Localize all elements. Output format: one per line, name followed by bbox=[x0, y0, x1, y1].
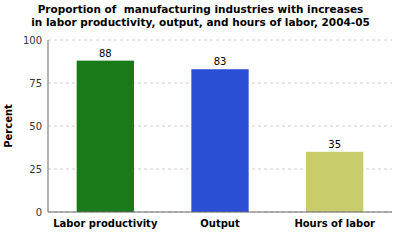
bar bbox=[191, 69, 248, 212]
chart-container: Proportion of manufacturing industries w… bbox=[0, 0, 401, 238]
y-tick-label: 75 bbox=[29, 78, 42, 89]
y-tick-label: 0 bbox=[36, 207, 42, 218]
y-axis-label: Percent bbox=[3, 104, 14, 148]
title: Proportion of manufacturing industries w… bbox=[31, 3, 370, 28]
y-tick-label: 25 bbox=[29, 164, 42, 175]
x-tick-label: Hours of labor bbox=[294, 218, 375, 229]
y-tick-label: 50 bbox=[29, 121, 42, 132]
chart: Proportion of manufacturing industries w… bbox=[0, 0, 401, 238]
title-line: Proportion of manufacturing industries w… bbox=[38, 3, 364, 15]
grid-line bbox=[48, 40, 392, 41]
title-line: in labor productivity, output, and hours… bbox=[31, 16, 370, 28]
y-tick-label: 100 bbox=[23, 35, 42, 46]
data-label: 88 bbox=[99, 48, 112, 59]
x-axis-line bbox=[48, 212, 392, 213]
x-tick-label: Output bbox=[200, 218, 240, 229]
bar bbox=[306, 152, 363, 212]
x-tick-label: Labor productivity bbox=[53, 218, 158, 229]
y-axis-line bbox=[48, 40, 49, 212]
bars bbox=[77, 61, 364, 212]
data-label: 35 bbox=[328, 139, 341, 150]
bar bbox=[77, 61, 134, 212]
grid-line bbox=[48, 212, 392, 213]
data-label: 83 bbox=[214, 56, 227, 67]
